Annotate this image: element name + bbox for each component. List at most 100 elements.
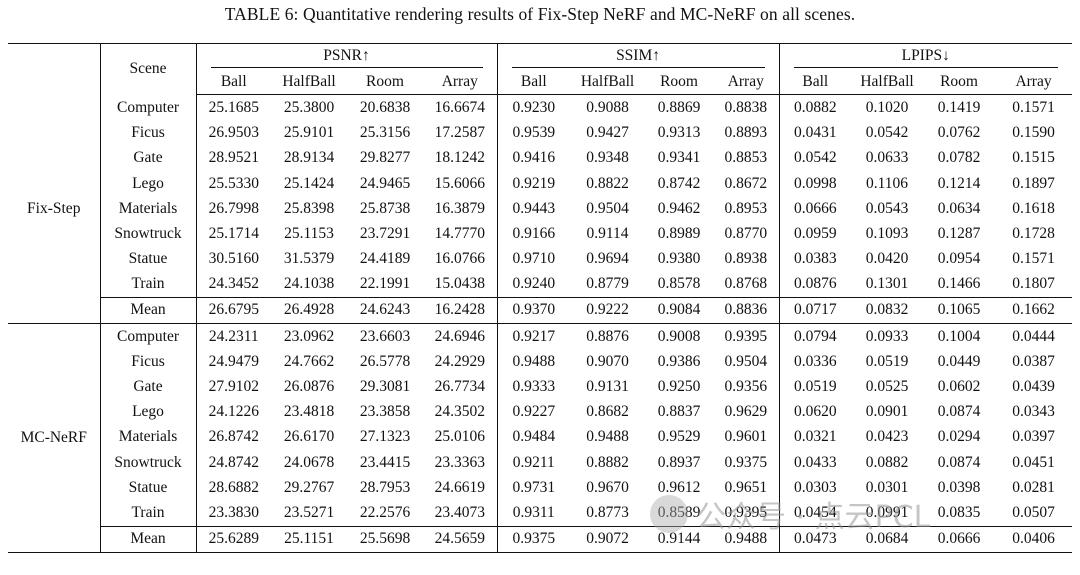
value-cell: 0.9488 — [586, 428, 629, 446]
value-cell: 0.9504 — [586, 199, 629, 217]
value-cell: 0.8773 — [586, 503, 629, 521]
value-cell: 29.8277 — [359, 149, 411, 167]
value-cell: 30.5160 — [208, 250, 259, 268]
value-cell: 0.0387 — [1012, 352, 1055, 370]
mean-value-cell: 0.1065 — [923, 296, 996, 325]
value-cell: 0.9348 — [586, 149, 629, 167]
subheader-halfball: HalfBall — [271, 69, 347, 96]
value-cell: 0.8882 — [586, 453, 629, 471]
value-cell: 0.9114 — [586, 224, 629, 242]
scene-cell: Lego — [100, 170, 197, 197]
lpips-header: LPIPS↓ — [779, 43, 1073, 70]
subheader-ball: Ball — [779, 69, 852, 96]
table-row: Snowtruck 24.8742 24.0678 23.4415 23.3363 0.9… — [8, 450, 1072, 476]
subheader-ball: Ball — [196, 69, 271, 96]
value-cell: 0.0602 — [937, 378, 981, 396]
value-cell: 0.0519 — [793, 378, 837, 396]
value-cell: 26.9503 — [208, 124, 259, 142]
value-cell: 0.0666 — [793, 199, 837, 217]
mean-value-cell: 0.9488 — [713, 525, 780, 553]
value-cell: 0.8672 — [713, 170, 780, 197]
mean-value-cell: 0.9084 — [645, 296, 714, 325]
value-cell: 0.9629 — [713, 399, 780, 425]
value-cell: 0.9612 — [657, 478, 701, 496]
scene-cell: Statue — [100, 475, 197, 501]
value-cell: 0.0991 — [865, 503, 909, 521]
subheader-array: Array — [423, 69, 498, 96]
value-cell: 0.8893 — [713, 120, 780, 146]
scene-cell: Snowtruck — [100, 450, 197, 476]
mean-value-cell: 0.9222 — [570, 296, 646, 325]
value-cell: 23.3858 — [359, 403, 411, 421]
value-cell: 0.1571 — [1012, 250, 1055, 268]
value-cell: 0.0954 — [937, 250, 981, 268]
value-cell: 0.9333 — [512, 378, 556, 396]
value-cell: 0.0444 — [1012, 327, 1055, 345]
mean-value-cell: 0.9144 — [645, 525, 714, 553]
value-cell: 0.8837 — [657, 403, 701, 421]
mean-value-cell: 25.1151 — [271, 525, 347, 553]
mean-value-cell: 25.5698 — [347, 525, 423, 553]
value-cell: 0.9427 — [586, 124, 629, 142]
value-cell: 0.8869 — [657, 98, 701, 116]
value-cell: 0.9341 — [657, 149, 701, 167]
scene-cell: Lego — [100, 399, 197, 425]
value-cell: 0.9529 — [657, 428, 701, 446]
value-cell: 20.6838 — [359, 98, 411, 116]
value-cell: 29.2767 — [283, 478, 335, 496]
scene-cell: Ficus — [100, 349, 197, 375]
value-cell: 0.0420 — [865, 250, 909, 268]
value-cell: 0.8768 — [713, 271, 780, 298]
value-cell: 18.1242 — [423, 145, 498, 171]
value-cell: 0.0762 — [937, 124, 981, 142]
mean-value-cell: 25.6289 — [196, 525, 271, 553]
value-cell: 28.7953 — [359, 478, 411, 496]
scene-cell: Ficus — [100, 120, 197, 146]
value-cell: 0.9484 — [512, 428, 556, 446]
value-cell: 0.0336 — [793, 352, 837, 370]
value-cell: 24.9479 — [208, 352, 259, 370]
scene-header: Scene — [100, 42, 197, 95]
value-cell: 25.1424 — [283, 174, 335, 192]
value-cell: 0.0543 — [865, 199, 909, 217]
value-cell: 0.9008 — [657, 327, 701, 345]
value-cell: 23.7291 — [359, 224, 411, 242]
scene-cell: Train — [100, 500, 197, 527]
value-cell: 23.0962 — [283, 327, 335, 345]
value-cell: 0.1301 — [865, 275, 909, 293]
value-cell: 0.0794 — [793, 327, 837, 345]
value-cell: 15.6066 — [423, 170, 498, 197]
value-cell: 24.0678 — [283, 453, 335, 471]
value-cell: 26.6170 — [283, 428, 335, 446]
mean-value-cell: 0.9072 — [570, 525, 646, 553]
group-label: Fix-Step — [8, 94, 101, 325]
value-cell: 0.0542 — [793, 149, 837, 167]
value-cell: 15.0438 — [423, 271, 498, 298]
value-cell: 25.3156 — [359, 124, 411, 142]
value-cell: 23.6603 — [359, 327, 411, 345]
subheader-halfball: HalfBall — [570, 69, 646, 96]
value-cell: 28.9521 — [208, 149, 259, 167]
value-cell: 0.9694 — [586, 250, 629, 268]
value-cell: 0.0835 — [937, 503, 981, 521]
value-cell: 0.9670 — [586, 478, 629, 496]
value-cell: 0.8938 — [713, 246, 780, 272]
psnr-header: PSNR↑ — [196, 43, 498, 70]
subheader-room: Room — [645, 69, 714, 96]
table-row: Snowtruck 25.1714 25.1153 23.7291 14.7770 0.9… — [8, 221, 1072, 247]
subheader-array: Array — [713, 69, 780, 96]
mean-row: Mean 25.6289 25.1151 25.5698 24.5659 0.9375 0.… — [8, 525, 1073, 553]
value-cell: 0.1106 — [866, 174, 909, 192]
table-row: Statue 30.5160 31.5379 24.4189 16.0766 0.9710… — [8, 246, 1072, 272]
value-cell: 0.0303 — [793, 478, 837, 496]
value-cell: 0.9651 — [713, 475, 780, 501]
mean-value-cell: 0.1662 — [995, 296, 1073, 325]
mean-value-cell: 0.0666 — [923, 525, 996, 553]
value-cell: 0.9504 — [713, 349, 780, 375]
scene-cell: Materials — [100, 424, 197, 450]
scene-cell: Statue — [100, 246, 197, 272]
mean-value-cell: 26.6795 — [196, 296, 271, 325]
mean-value-cell: 0.9370 — [497, 296, 571, 325]
value-cell: 0.9601 — [713, 424, 780, 450]
subheader-ball: Ball — [497, 69, 571, 96]
